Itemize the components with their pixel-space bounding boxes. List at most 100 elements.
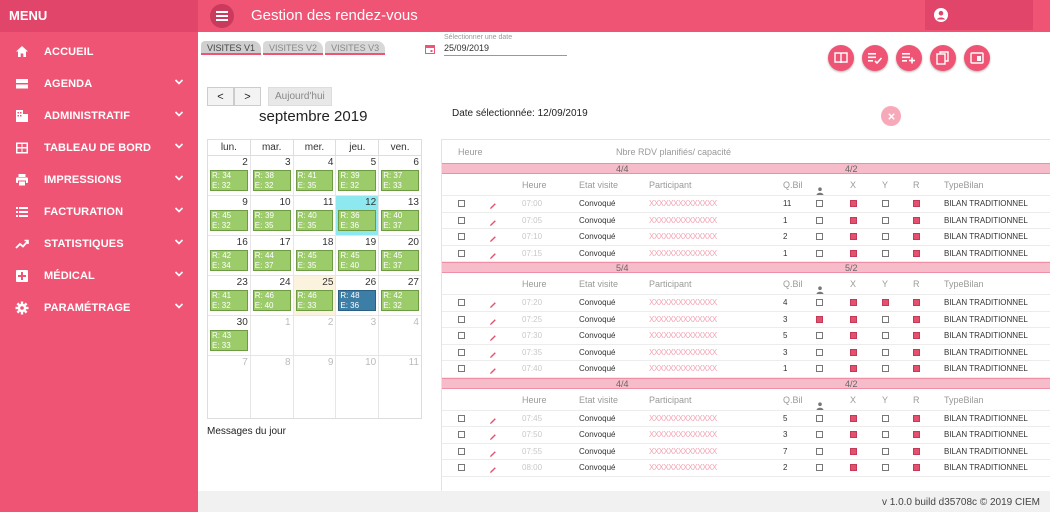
day-stats-badge[interactable]: R: 45 E: 32 — [210, 210, 248, 231]
day-stats-badge[interactable]: R: 38 E: 32 — [252, 170, 291, 191]
person-checkbox[interactable] — [816, 216, 823, 224]
x-checkbox[interactable] — [850, 200, 857, 207]
participant-name[interactable]: XXXXXXXXXXXXXX — [649, 298, 717, 307]
sidebar-item-medical[interactable]: MÉDICAL — [0, 260, 198, 292]
participant-name[interactable]: XXXXXXXXXXXXXX — [649, 347, 717, 357]
day-stats-badge[interactable]: R: 46 E: 40 — [252, 290, 291, 311]
next-month-button[interactable]: > — [234, 87, 261, 106]
calendar-day[interactable]: 25 R: 46 E: 33 — [293, 276, 337, 315]
y-checkbox[interactable] — [882, 431, 889, 438]
person-checkbox[interactable] — [816, 464, 823, 471]
r-checkbox[interactable] — [913, 233, 920, 240]
y-checkbox[interactable] — [882, 216, 889, 224]
r-checkbox[interactable] — [913, 447, 920, 455]
sidebar-item-accueil[interactable]: ACCUEIL — [0, 36, 198, 68]
pencil-icon[interactable] — [489, 252, 497, 260]
x-checkbox[interactable] — [850, 348, 857, 356]
day-stats-badge[interactable]: R: 39 E: 32 — [338, 170, 377, 191]
day-stats-badge[interactable]: R: 45 E: 35 — [295, 250, 334, 271]
person-checkbox[interactable] — [816, 200, 823, 207]
calendar-day[interactable]: 11 R: 40 E: 35 — [294, 196, 337, 235]
calendar-day[interactable]: 10 — [336, 356, 380, 418]
x-checkbox[interactable] — [850, 365, 857, 372]
calendar-day[interactable]: 7 — [208, 356, 251, 418]
day-stats-badge[interactable]: R: 41 E: 35 — [295, 170, 334, 191]
y-checkbox[interactable] — [882, 348, 889, 356]
open-book-button[interactable] — [828, 45, 854, 71]
day-stats-badge[interactable]: R: 44 E: 37 — [252, 250, 291, 271]
r-checkbox[interactable] — [913, 464, 920, 471]
x-checkbox[interactable] — [850, 249, 857, 257]
pencil-icon[interactable] — [489, 367, 497, 375]
calendar-day[interactable]: 4 — [379, 316, 421, 355]
person-checkbox[interactable] — [816, 414, 823, 422]
add-to-list-button[interactable] — [896, 45, 922, 71]
r-checkbox[interactable] — [913, 299, 920, 306]
y-checkbox[interactable] — [882, 447, 889, 455]
calendar-day[interactable]: 19 R: 45 E: 40 — [336, 236, 380, 275]
row-select-checkbox[interactable] — [458, 464, 465, 471]
day-stats-badge[interactable]: R: 42 E: 34 — [210, 250, 248, 271]
y-checkbox[interactable] — [882, 200, 889, 207]
row-select-checkbox[interactable] — [458, 332, 465, 339]
x-checkbox[interactable] — [850, 315, 857, 323]
row-select-checkbox[interactable] — [458, 233, 465, 240]
y-checkbox[interactable] — [882, 414, 889, 422]
calendar-day[interactable]: 9 R: 45 E: 32 — [208, 196, 251, 235]
participant-name[interactable]: XXXXXXXXXXXXXX — [649, 413, 717, 423]
pencil-icon[interactable] — [489, 450, 497, 458]
r-checkbox[interactable] — [913, 348, 920, 356]
row-select-checkbox[interactable] — [458, 299, 465, 306]
row-select-checkbox[interactable] — [458, 365, 465, 372]
day-stats-badge[interactable]: R: 40 E: 37 — [381, 210, 419, 231]
sidebar-item-administratif[interactable]: ADMINISTRATIF — [0, 100, 198, 132]
calendar-day[interactable]: 1 — [251, 316, 294, 355]
today-button[interactable]: Aujourd'hui — [268, 87, 332, 106]
x-checkbox[interactable] — [850, 299, 857, 306]
calendar-day[interactable]: 23 R: 41 E: 32 — [208, 276, 251, 315]
day-stats-badge[interactable]: R: 37 E: 33 — [381, 170, 419, 191]
row-select-checkbox[interactable] — [458, 249, 465, 257]
x-checkbox[interactable] — [850, 464, 857, 471]
pencil-icon[interactable] — [489, 219, 497, 227]
calendar-day[interactable]: 26 R: 48 E: 36 — [336, 276, 380, 315]
person-checkbox[interactable] — [816, 332, 823, 339]
r-checkbox[interactable] — [913, 315, 920, 323]
calendar-day[interactable]: 16 R: 42 E: 34 — [208, 236, 251, 275]
y-checkbox[interactable] — [882, 332, 889, 339]
pencil-icon[interactable] — [489, 466, 497, 474]
participant-name[interactable]: XXXXXXXXXXXXXX — [649, 446, 717, 456]
calendar-day[interactable]: 12 R: 36 E: 36 — [336, 196, 380, 235]
participant-name[interactable]: XXXXXXXXXXXXXX — [649, 314, 717, 324]
calendar-day[interactable]: 13 R: 40 E: 37 — [379, 196, 421, 235]
day-stats-badge[interactable]: R: 45 E: 37 — [381, 250, 419, 271]
tab-visites-v2[interactable]: VISITES V2 — [263, 41, 324, 55]
y-checkbox[interactable] — [882, 315, 889, 323]
person-checkbox[interactable] — [816, 431, 823, 438]
person-checkbox[interactable] — [816, 249, 823, 257]
clear-selection-button[interactable] — [881, 106, 901, 126]
y-checkbox[interactable] — [882, 233, 889, 240]
y-checkbox[interactable] — [882, 464, 889, 471]
x-checkbox[interactable] — [850, 233, 857, 240]
day-stats-badge[interactable]: R: 46 E: 33 — [295, 290, 334, 311]
row-select-checkbox[interactable] — [458, 414, 465, 422]
participant-name[interactable]: XXXXXXXXXXXXXX — [649, 463, 717, 472]
calendar-day[interactable]: 27 R: 42 E: 32 — [379, 276, 421, 315]
person-checkbox[interactable] — [816, 315, 823, 323]
participant-name[interactable]: XXXXXXXXXXXXXX — [649, 430, 717, 439]
x-checkbox[interactable] — [850, 431, 857, 438]
row-select-checkbox[interactable] — [458, 200, 465, 207]
calendar-day[interactable]: 24 R: 46 E: 40 — [251, 276, 294, 315]
day-stats-badge[interactable]: R: 48 E: 36 — [338, 290, 377, 311]
r-checkbox[interactable] — [913, 414, 920, 422]
r-checkbox[interactable] — [913, 431, 920, 438]
participant-name[interactable]: XXXXXXXXXXXXXX — [649, 232, 717, 241]
row-select-checkbox[interactable] — [458, 348, 465, 356]
export-button[interactable] — [964, 45, 990, 71]
sidebar-item-parametrage[interactable]: PARAMÉTRAGE — [0, 292, 198, 324]
sidebar-item-statistiques[interactable]: STATISTIQUES — [0, 228, 198, 260]
sidebar-item-facturation[interactable]: FACTURATION — [0, 196, 198, 228]
prev-month-button[interactable]: < — [207, 87, 234, 106]
hamburger-menu-button[interactable] — [210, 4, 234, 28]
